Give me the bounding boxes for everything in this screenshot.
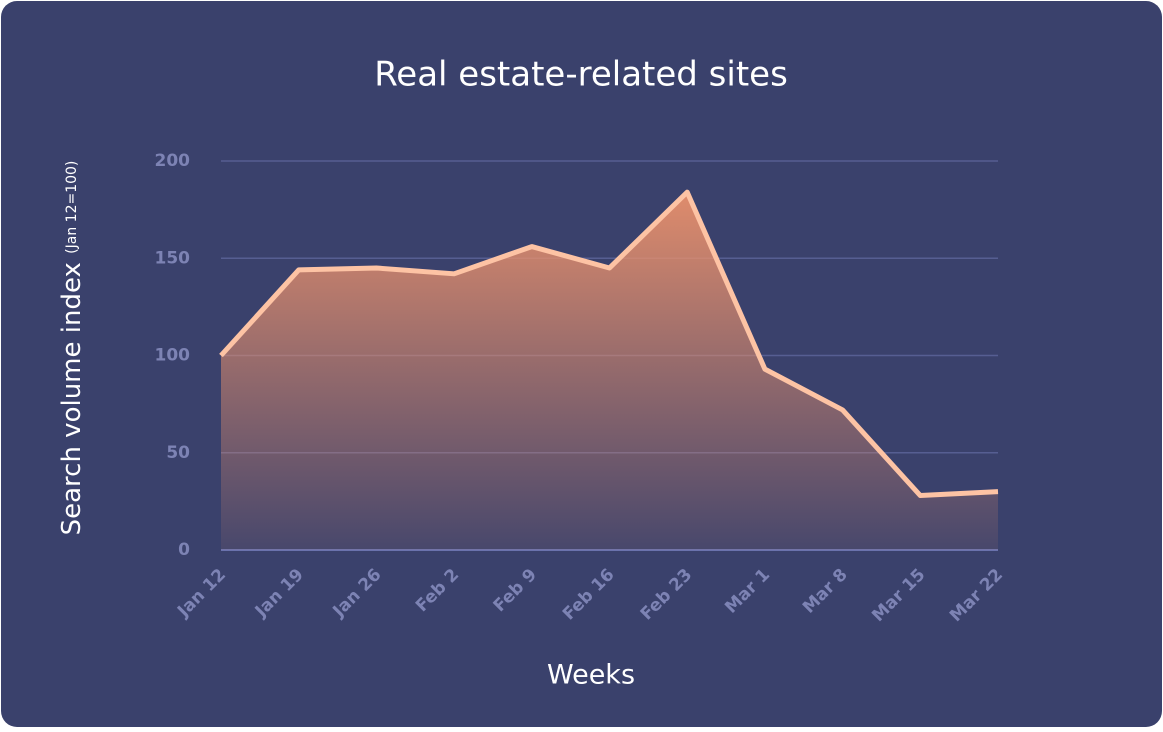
y-label-note: (Jan 12=100): [64, 161, 80, 254]
area-fill: [221, 192, 998, 550]
y-tick-label: 200: [155, 151, 191, 171]
y-tick-label: 150: [155, 248, 191, 268]
line: [219, 189, 999, 499]
y-tick-label: 50: [166, 443, 190, 463]
y-tick-label: 0: [178, 540, 190, 560]
x-axis-label: Weeks: [547, 660, 635, 691]
y-tick-label: 100: [155, 346, 191, 366]
y-label-main: Search volume index: [57, 262, 87, 535]
y-axis-label: Search volume index (Jan 12=100): [57, 161, 87, 536]
chart-title: Real estate-related sites: [374, 55, 788, 95]
